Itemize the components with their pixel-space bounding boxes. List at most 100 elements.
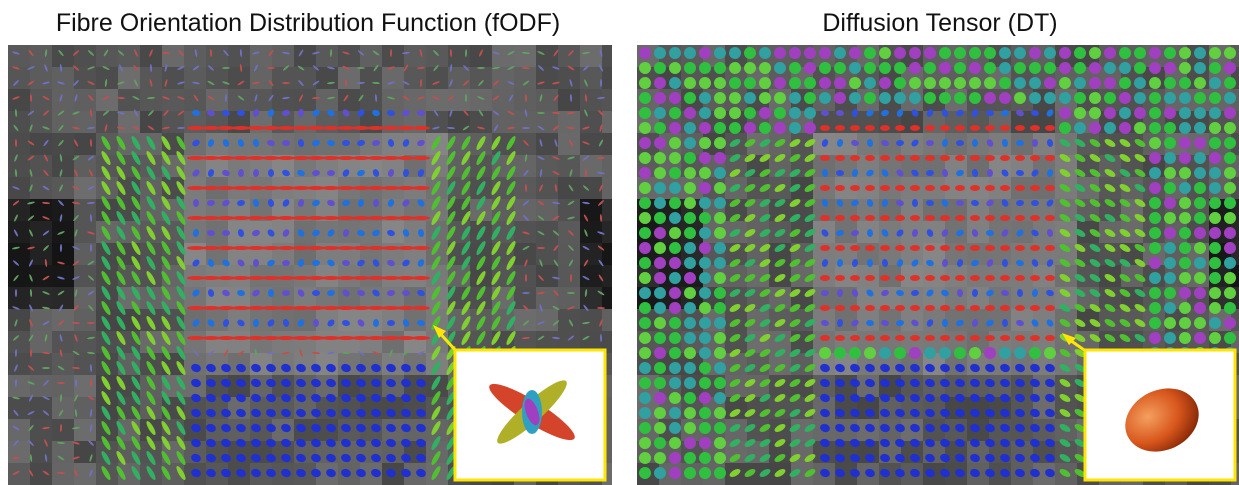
voxel [338, 309, 360, 331]
glyph [955, 245, 965, 251]
glyph [955, 185, 965, 191]
glyph [850, 245, 860, 251]
voxel [602, 309, 624, 331]
glyph [1045, 125, 1055, 131]
glyph [820, 155, 830, 161]
voxel [30, 397, 52, 419]
voxel [272, 309, 294, 331]
voxel [580, 133, 602, 155]
glyph [865, 125, 875, 131]
glyph [970, 185, 980, 191]
voxel [923, 375, 945, 397]
voxel [74, 221, 96, 243]
voxel [228, 265, 250, 287]
voxel [602, 133, 624, 155]
voxel [294, 265, 316, 287]
glyph [985, 275, 995, 281]
glyph [835, 215, 845, 221]
voxel [184, 89, 206, 111]
voxel [514, 45, 536, 67]
glyph [1224, 302, 1236, 314]
glyph [985, 185, 995, 191]
figure: Fibre Orientation Distribution Function … [0, 0, 1239, 485]
glyph [537, 247, 545, 249]
voxel [30, 287, 52, 309]
voxel [558, 177, 580, 199]
voxel [382, 265, 404, 287]
voxel [8, 67, 30, 89]
glyph [1000, 305, 1010, 311]
voxel [272, 287, 294, 309]
voxel [8, 331, 30, 353]
glyph [925, 155, 935, 161]
voxel [558, 287, 580, 309]
voxel [360, 265, 382, 287]
voxel [536, 287, 558, 309]
voxel [294, 353, 316, 375]
voxel [8, 375, 30, 397]
voxel [30, 419, 52, 441]
voxel [580, 177, 602, 199]
glyph [222, 230, 230, 236]
glyph [865, 305, 875, 311]
glyph [970, 215, 980, 221]
glyph [925, 245, 935, 251]
voxel [52, 375, 74, 397]
glyph [910, 155, 920, 161]
voxel [30, 375, 52, 397]
panel-title: Diffusion Tensor (DT) [822, 9, 1057, 37]
voxel [228, 331, 250, 353]
glyph [1224, 272, 1236, 284]
voxel [52, 309, 74, 331]
glyph [412, 306, 430, 310]
voxel [338, 265, 360, 287]
voxel [558, 111, 580, 133]
voxel [140, 89, 162, 111]
voxel [382, 309, 404, 331]
glyph [865, 155, 875, 161]
voxel [74, 331, 96, 353]
voxel [602, 67, 624, 89]
glyph [835, 185, 845, 191]
glyph [1030, 275, 1040, 281]
voxel [426, 45, 448, 67]
glyph [654, 167, 666, 179]
voxel [580, 45, 602, 67]
glyph [850, 215, 860, 221]
voxel [30, 177, 52, 199]
glyph [1045, 275, 1055, 281]
voxel [52, 111, 74, 133]
voxel [1011, 309, 1033, 331]
glyph [940, 185, 950, 191]
voxel [901, 221, 923, 243]
voxel [30, 243, 52, 265]
voxel [52, 67, 74, 89]
glyph [955, 215, 965, 221]
voxel [360, 309, 382, 331]
glyph [895, 185, 905, 191]
glyph [835, 245, 845, 251]
voxel [514, 287, 536, 309]
voxel [30, 67, 52, 89]
glyph [1015, 185, 1025, 191]
glyph [895, 125, 905, 131]
glyph [412, 186, 430, 190]
voxel [52, 463, 74, 485]
glyph [1015, 155, 1025, 161]
voxel [404, 89, 426, 111]
voxel [74, 265, 96, 287]
voxel [272, 353, 294, 375]
glyph [910, 335, 920, 341]
voxel [514, 243, 536, 265]
glyph [600, 79, 602, 87]
voxel [250, 309, 272, 331]
dt-inset [1062, 333, 1235, 480]
voxel [492, 67, 514, 89]
voxel [492, 45, 514, 67]
voxel [580, 89, 602, 111]
voxel [360, 331, 382, 353]
voxel [967, 133, 989, 155]
voxel [272, 221, 294, 243]
voxel [536, 309, 558, 331]
voxel [30, 353, 52, 375]
